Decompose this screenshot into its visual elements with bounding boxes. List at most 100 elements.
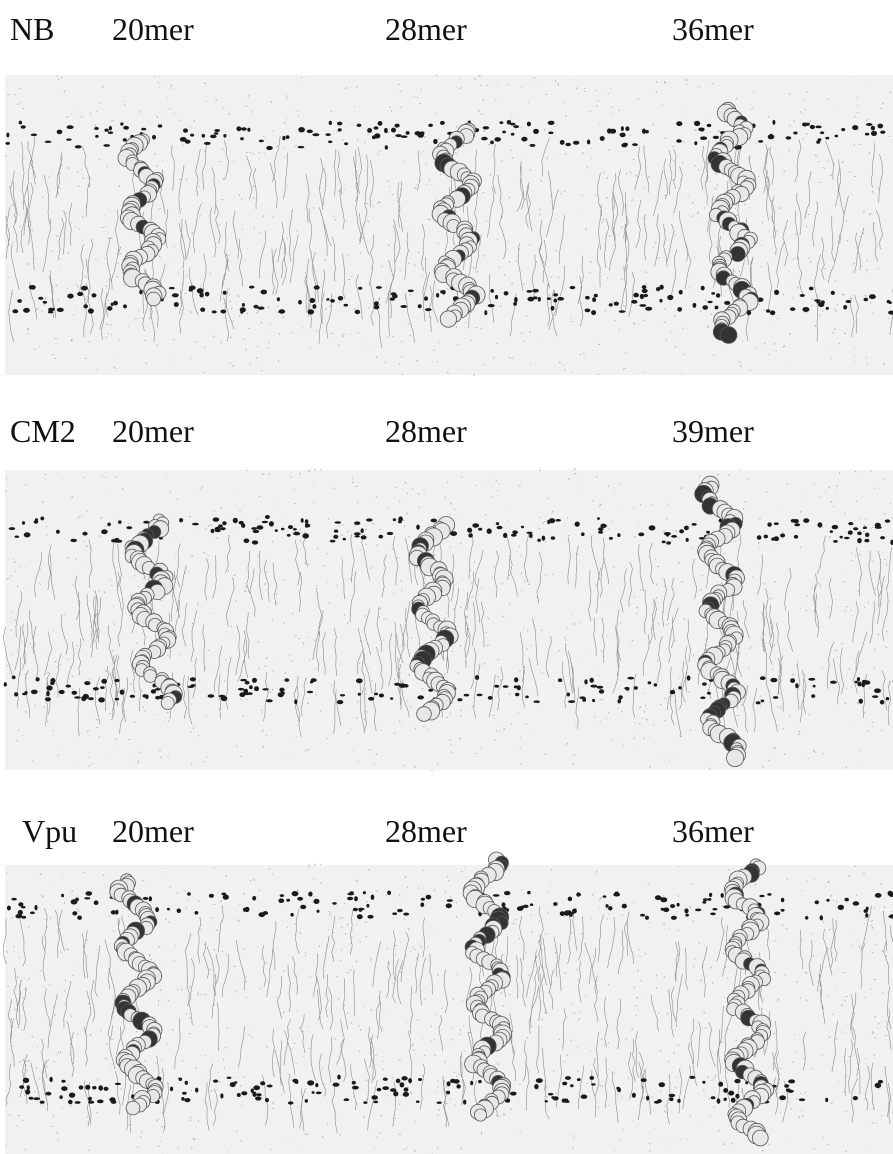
headgroup (844, 897, 849, 902)
headgroup (532, 288, 539, 293)
headgroup (520, 525, 525, 529)
headgroup (179, 137, 187, 142)
headgroup (382, 1086, 390, 1090)
headgroup (526, 531, 533, 534)
headgroup (91, 293, 97, 298)
headgroup (285, 135, 290, 140)
headgroup (586, 139, 591, 145)
headgroup (874, 526, 882, 529)
headgroup (199, 292, 204, 298)
headgroup (239, 692, 246, 698)
headgroup (666, 541, 671, 545)
headgroup (332, 1082, 340, 1087)
headgroup (362, 891, 366, 895)
helix (724, 858, 775, 1147)
headgroup (874, 893, 882, 898)
headgroup (326, 298, 330, 301)
length-label: 20mer (112, 413, 194, 449)
headgroup (425, 894, 432, 900)
headgroup (176, 908, 181, 914)
headgroup (241, 303, 245, 307)
headgroup (173, 302, 179, 307)
headgroup (661, 540, 666, 544)
headgroup (676, 121, 683, 127)
headgroup (700, 285, 705, 291)
headgroup (306, 690, 314, 694)
headgroup (190, 133, 195, 137)
headgroup (178, 1077, 183, 1081)
headgroup (511, 533, 517, 537)
headgroup (244, 680, 250, 685)
headgroup (332, 902, 337, 905)
headgroup (686, 675, 691, 681)
headgroup (647, 681, 652, 685)
headgroup (353, 532, 361, 536)
headgroup (354, 535, 360, 538)
headgroup (94, 127, 99, 130)
headgroup (61, 893, 65, 898)
headgroup (241, 523, 246, 528)
headgroup (150, 689, 157, 694)
headgroup (183, 128, 188, 133)
headgroup (569, 913, 573, 917)
headgroup (367, 914, 374, 919)
headgroup (608, 906, 613, 911)
headgroup (772, 120, 776, 125)
headgroup (378, 534, 384, 539)
headgroup (877, 123, 884, 129)
headgroup (756, 535, 762, 540)
headgroup (87, 308, 94, 314)
headgroup (463, 693, 470, 697)
headgroup (487, 304, 495, 308)
residue (439, 310, 457, 328)
headgroup (533, 700, 540, 703)
helix (109, 873, 164, 1116)
headgroup (6, 905, 11, 911)
headgroup (677, 307, 683, 312)
headgroup (553, 293, 558, 297)
headgroup (774, 911, 781, 916)
headgroup (103, 144, 111, 147)
length-label: 28mer (385, 11, 467, 47)
headgroup (513, 125, 520, 129)
headgroup (829, 530, 833, 533)
headgroup (255, 1096, 262, 1101)
headgroup (759, 894, 765, 898)
headgroup (718, 1081, 724, 1087)
headgroup (602, 895, 607, 898)
headgroup (400, 135, 408, 138)
headgroup (685, 537, 689, 542)
headgroup (771, 537, 775, 541)
headgroup (766, 309, 771, 313)
headgroup (621, 903, 627, 909)
headgroup (798, 1098, 806, 1102)
headgroup (74, 1101, 81, 1104)
headgroup (581, 532, 585, 536)
headgroup (23, 307, 30, 313)
headgroup (300, 904, 307, 910)
headgroup (845, 299, 851, 304)
headgroup (478, 527, 483, 531)
headgroup (141, 127, 147, 131)
headgroup (343, 303, 349, 307)
headgroup (865, 532, 870, 537)
headgroup (142, 896, 149, 900)
headgroup (21, 906, 26, 909)
headgroup (433, 138, 438, 145)
length-label: 20mer (112, 11, 194, 47)
headgroup (501, 902, 506, 907)
headgroup (347, 896, 354, 901)
headgroup (114, 678, 120, 683)
headgroup (220, 309, 227, 314)
headgroup (780, 897, 785, 903)
headgroup (641, 288, 648, 294)
headgroup (550, 536, 556, 540)
headgroup (847, 530, 853, 535)
headgroup (600, 523, 607, 528)
headgroup (417, 304, 422, 309)
water-speckle (5, 74, 892, 377)
headgroup (45, 697, 51, 702)
headgroup (292, 528, 297, 531)
headgroup (309, 298, 316, 303)
headgroup (252, 1091, 257, 1097)
